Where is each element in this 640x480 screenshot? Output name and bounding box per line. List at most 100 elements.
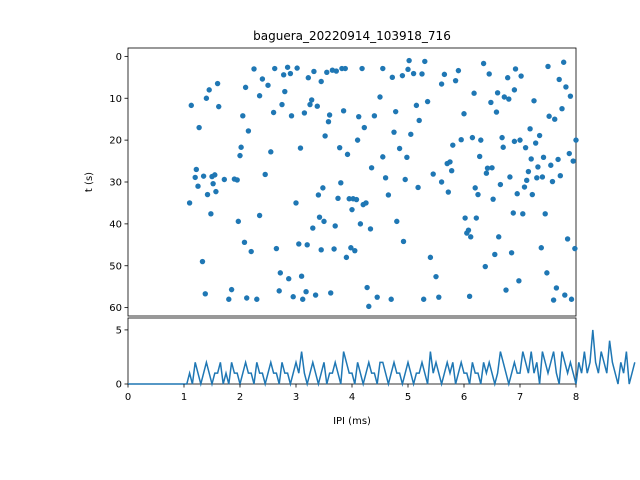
data-point [466, 293, 473, 300]
data-point [438, 81, 445, 87]
data-point [367, 226, 374, 232]
data-point [534, 175, 540, 181]
data-point [504, 75, 511, 81]
data-point [265, 82, 271, 88]
data-point [573, 137, 579, 143]
data-point [340, 108, 347, 114]
data-point [303, 289, 309, 295]
data-point [546, 113, 552, 119]
data-point [427, 254, 434, 261]
data-point [490, 196, 496, 202]
scatter-axes: 0 10 20 30 40 50 60 [109, 47, 579, 317]
data-point [297, 145, 304, 151]
data-point [392, 108, 399, 115]
data-point [199, 258, 206, 265]
data-point [228, 286, 235, 293]
data-point [312, 292, 319, 298]
data-point [203, 95, 210, 101]
data-point [544, 270, 550, 276]
data-point [497, 181, 504, 188]
data-point [301, 110, 308, 116]
data-point [562, 292, 568, 298]
data-point [430, 171, 436, 177]
data-point [556, 76, 562, 83]
data-point [238, 144, 244, 150]
data-point [354, 137, 361, 143]
data-point [262, 171, 268, 178]
data-point [242, 84, 249, 91]
data-point [468, 234, 474, 240]
data-point [213, 188, 219, 195]
scatter-points [186, 57, 579, 310]
data-point [320, 185, 326, 191]
data-point [488, 99, 494, 106]
data-point [277, 270, 284, 276]
x-tick-label: 8 [573, 392, 579, 403]
data-point [326, 112, 333, 118]
data-point [382, 175, 389, 181]
data-point [447, 159, 453, 165]
data-point [298, 273, 305, 279]
data-point [536, 132, 543, 139]
data-point [472, 185, 478, 191]
data-point [462, 215, 468, 221]
x-tick-label: 7 [517, 392, 523, 403]
data-point [304, 242, 310, 248]
data-point [461, 111, 467, 117]
y-tick-label: 10 [109, 94, 122, 105]
data-point [557, 173, 564, 179]
data-point [188, 102, 194, 109]
data-point [415, 184, 421, 191]
data-point [371, 113, 378, 119]
data-point [294, 65, 300, 71]
data-point [413, 102, 420, 109]
data-point [286, 276, 292, 282]
data-point [348, 245, 354, 251]
data-point [366, 303, 372, 310]
histogram-x-ticks: 0 1 2 3 4 5 6 7 8 [125, 384, 579, 403]
data-point [560, 59, 567, 65]
data-point [520, 211, 526, 217]
data-point [310, 225, 316, 231]
data-point [221, 176, 228, 183]
data-point [210, 180, 216, 187]
x-tick-label: 3 [293, 392, 299, 403]
data-point [259, 76, 266, 82]
data-point [342, 65, 348, 72]
data-point [287, 70, 294, 77]
data-point [532, 140, 539, 146]
data-point [305, 75, 312, 81]
data-point [270, 109, 277, 116]
data-point [540, 154, 547, 160]
data-point [196, 124, 202, 131]
data-point [322, 133, 328, 139]
data-point [441, 71, 448, 78]
data-point [308, 97, 315, 103]
x-axis-label: IPI (ms) [333, 416, 371, 427]
data-point [524, 177, 530, 184]
data-point [288, 113, 295, 119]
data-point [405, 66, 411, 73]
data-point [374, 294, 380, 300]
data-point [240, 113, 246, 119]
data-point [216, 103, 222, 110]
data-point [272, 65, 278, 72]
data-point [186, 200, 193, 206]
data-point [492, 251, 498, 258]
x-tick-label: 1 [181, 392, 187, 403]
data-point [529, 191, 536, 198]
data-point [518, 73, 524, 79]
x-tick-label: 6 [461, 392, 467, 403]
data-point [204, 191, 211, 198]
data-point [343, 254, 350, 261]
data-point [433, 273, 439, 280]
y-tick-label: 5 [116, 326, 122, 337]
data-point [493, 109, 500, 115]
data-point [332, 223, 338, 229]
data-point [235, 218, 242, 225]
data-point [325, 119, 332, 125]
data-point [416, 117, 422, 124]
data-point [475, 191, 481, 198]
data-point [193, 166, 200, 173]
data-point [511, 87, 518, 93]
